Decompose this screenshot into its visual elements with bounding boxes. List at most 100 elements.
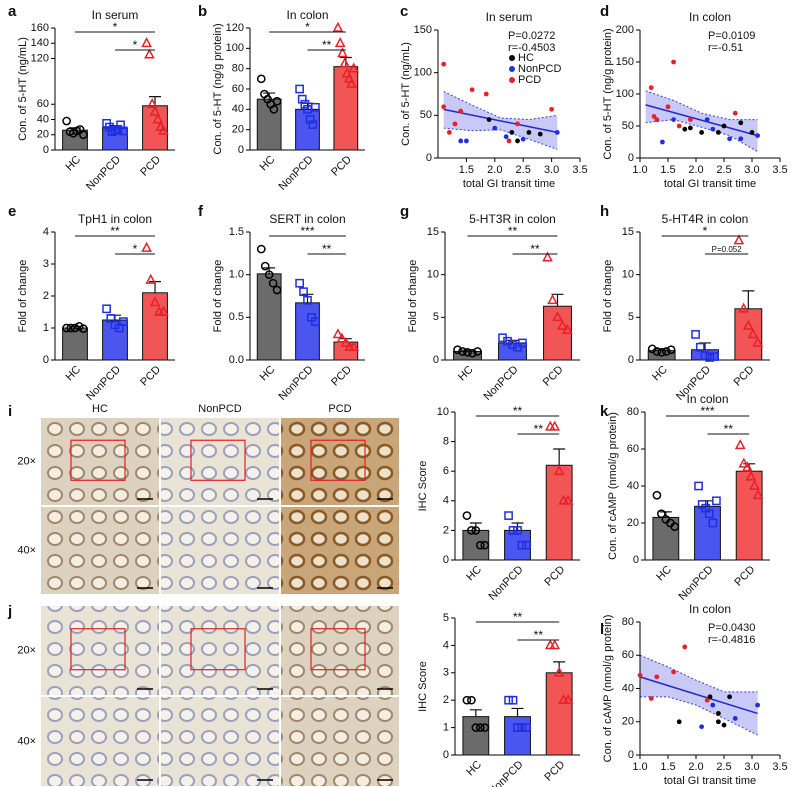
micrograph <box>161 507 279 594</box>
chart-title: TpH1 in colon <box>78 212 152 226</box>
data-point <box>704 697 710 703</box>
data-point <box>145 273 157 284</box>
data-point <box>727 694 732 700</box>
data-point <box>336 332 348 343</box>
data-point <box>268 278 278 288</box>
data-point <box>107 127 117 137</box>
data-point <box>483 91 489 97</box>
data-point <box>269 104 279 114</box>
y-tick-label: 3 <box>43 258 49 270</box>
y-tick-label: 20 <box>622 716 634 728</box>
data-point <box>504 511 513 520</box>
annotation: r=-0.4503 <box>508 42 555 54</box>
data-point <box>79 324 88 333</box>
x-tick-label: 1.5 <box>459 164 474 176</box>
confidence-edge <box>443 90 558 121</box>
panel-letter: c <box>400 3 408 20</box>
data-point <box>453 345 462 355</box>
data-point <box>676 719 682 725</box>
data-point <box>557 319 568 330</box>
y-tick-label: 10 <box>622 269 634 281</box>
data-point <box>749 130 755 135</box>
data-point <box>553 666 565 677</box>
data-point <box>716 719 721 725</box>
x-tick-label: 1.0 <box>632 164 647 176</box>
y-tick-label: 0 <box>43 144 49 156</box>
data-point <box>522 540 531 550</box>
data-point <box>716 130 721 135</box>
significance-label: ** <box>508 224 518 238</box>
panel-letter: g <box>400 203 409 220</box>
data-point <box>295 84 304 94</box>
significance-label: * <box>703 224 708 238</box>
error-bar <box>553 448 566 466</box>
data-point <box>62 116 71 126</box>
data-point <box>699 130 704 135</box>
data-point <box>348 341 360 352</box>
y-axis-label: Con. of 5-HT (ng/mL) <box>400 42 412 146</box>
chart-title: 5-HT4R in colon <box>662 212 749 226</box>
data-point <box>562 494 574 505</box>
y-tick-label: 1.5 <box>229 226 244 238</box>
y-tick-label: 0.0 <box>229 354 244 366</box>
data-point <box>732 716 738 721</box>
data-point <box>468 348 477 358</box>
data-point <box>716 711 721 716</box>
bar <box>498 342 527 361</box>
bar <box>295 302 320 361</box>
data-point <box>691 330 700 339</box>
y-tick-label: 1 <box>443 722 449 734</box>
data-point <box>509 130 515 135</box>
annotation: P=0.0109 <box>708 30 755 42</box>
y-tick-label: 60 <box>232 83 244 95</box>
x-tick-label: 1.0 <box>632 761 647 773</box>
data-point <box>464 138 469 144</box>
significance-label: * <box>113 20 118 34</box>
error-bar <box>511 707 524 717</box>
data-point <box>666 345 676 355</box>
x-tick-label: 3.0 <box>744 164 759 176</box>
y-tick-label: 10 <box>437 406 449 418</box>
data-point <box>682 126 688 132</box>
data-point <box>553 465 565 476</box>
data-point <box>732 110 738 116</box>
data-point <box>710 352 719 361</box>
legend-marker <box>509 77 515 83</box>
y-tick-label: 80 <box>232 63 244 75</box>
y-tick-label: 40 <box>232 103 244 115</box>
x-tick-label: NonPCD <box>676 564 715 603</box>
y-tick-label: 4 <box>443 639 449 651</box>
inset-box <box>190 439 246 481</box>
data-point <box>549 420 561 431</box>
y-tick-label: 5 <box>628 311 634 323</box>
confidence-edge <box>443 127 558 150</box>
y-axis-label: Fold of change <box>602 260 614 333</box>
x-tick-label: NonPCD <box>486 564 525 603</box>
data-point <box>119 126 128 136</box>
bar <box>545 672 573 756</box>
data-point <box>513 526 522 535</box>
confidence-band <box>645 90 758 152</box>
y-tick-label: 40 <box>622 682 634 694</box>
y-axis-label: Fold of change <box>17 260 29 333</box>
y-axis-label: Con. of 5-HT (ng/mL) <box>17 37 29 141</box>
chart-title: SERT in colon <box>269 212 345 226</box>
data-point <box>721 123 727 129</box>
data-point <box>272 96 282 106</box>
bar <box>735 470 763 561</box>
significance-label: * <box>305 20 310 34</box>
panel-letter: h <box>600 203 609 220</box>
data-point <box>520 136 526 142</box>
data-point <box>660 139 665 145</box>
x-tick-label: 1.5 <box>660 761 675 773</box>
x-tick-label: 3.5 <box>772 164 787 176</box>
x-tick-label: NonPCD <box>481 364 520 403</box>
x-tick-label: HC <box>258 364 278 384</box>
x-tick-label: HC <box>650 364 670 384</box>
x-tick-label: HC <box>464 564 484 584</box>
y-tick-label: 2 <box>43 290 49 302</box>
data-point <box>113 125 123 134</box>
data-point <box>671 117 676 122</box>
data-point <box>471 723 481 732</box>
